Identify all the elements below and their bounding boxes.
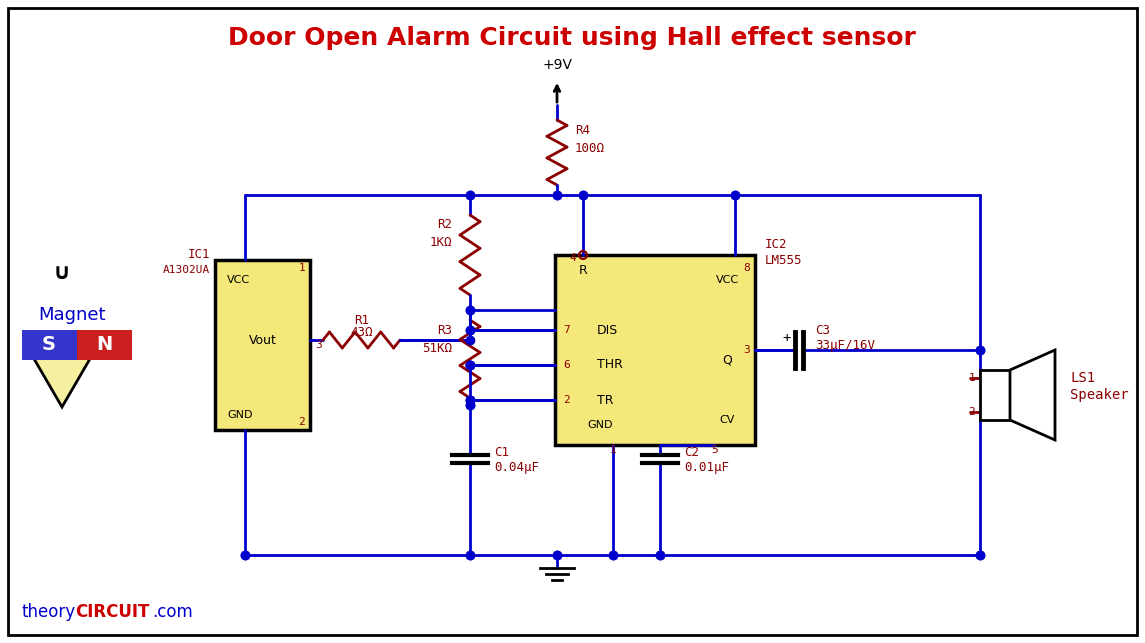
Text: GND: GND [227,410,253,420]
Polygon shape [1010,350,1055,440]
Text: 6: 6 [563,360,570,370]
Text: 1KΩ: 1KΩ [429,237,452,249]
Text: LM555: LM555 [765,253,803,266]
Text: VCC: VCC [716,275,739,285]
Text: C2: C2 [684,446,698,458]
Text: Speaker: Speaker [1069,388,1129,402]
Text: 1: 1 [609,445,616,455]
Bar [555,255,755,445]
Text: C3: C3 [815,323,830,336]
Text: R: R [578,264,587,276]
Text: 51KΩ: 51KΩ [423,341,452,354]
Text: Magnet: Magnet [38,306,105,324]
Text: N: N [96,336,112,354]
Bar [980,370,1010,420]
Text: .com: .com [152,603,192,621]
Text: +9V: +9V [542,58,572,72]
Text: 8: 8 [743,263,750,273]
Text: 43Ω: 43Ω [350,327,373,340]
Text: +: + [783,331,791,345]
Text: 2: 2 [298,417,305,427]
Bar [215,260,310,430]
Text: 0.04μF: 0.04μF [493,460,539,473]
Text: Q: Q [722,354,732,367]
Text: 2: 2 [969,407,976,417]
Text: 3: 3 [743,345,750,355]
Text: ∪: ∪ [53,263,71,283]
Text: theory: theory [22,603,76,621]
Text: R4: R4 [575,123,590,136]
Text: 5: 5 [712,445,718,455]
Polygon shape [33,358,90,407]
Bar [22,330,77,360]
Text: A1302UA: A1302UA [163,265,210,275]
Text: LS1: LS1 [1069,371,1095,385]
Text: C1: C1 [493,446,510,458]
Text: DIS: DIS [597,323,618,336]
Bar [77,330,132,360]
Text: THR: THR [597,359,623,372]
Text: 3: 3 [315,340,322,350]
Text: 2: 2 [563,395,570,405]
Text: Vout: Vout [248,334,276,347]
Text: CV: CV [719,415,735,425]
Text: 33μF/16V: 33μF/16V [815,338,875,352]
Text: 7: 7 [563,325,570,335]
Text: TR: TR [597,394,614,406]
Text: R1: R1 [355,314,370,327]
Text: VCC: VCC [227,275,250,285]
Text: 1: 1 [298,263,305,273]
Text: S: S [42,336,56,354]
Text: 4: 4 [569,253,576,263]
Text: R3: R3 [437,323,452,336]
Text: IC1: IC1 [188,248,210,262]
Text: 1: 1 [969,373,976,383]
Text: IC2: IC2 [765,239,788,251]
Text: CIRCUIT: CIRCUIT [76,603,149,621]
Text: GND: GND [587,420,613,430]
Text: R2: R2 [437,219,452,231]
Text: 100Ω: 100Ω [575,141,605,154]
Text: 0.01μF: 0.01μF [684,460,729,473]
Text: Door Open Alarm Circuit using Hall effect sensor: Door Open Alarm Circuit using Hall effec… [228,26,916,50]
